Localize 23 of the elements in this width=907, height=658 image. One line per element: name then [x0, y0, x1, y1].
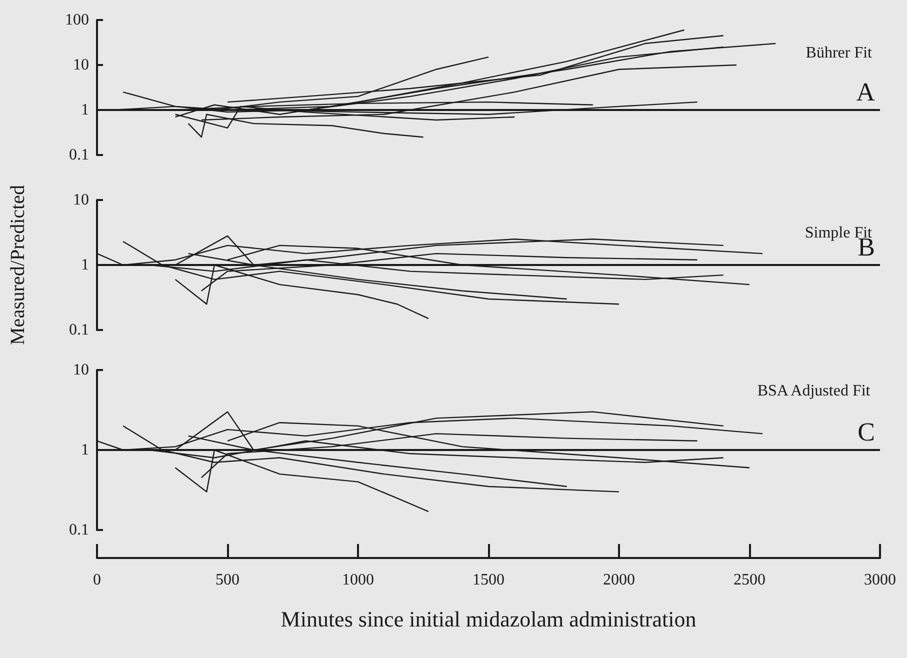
text: BSA Adjusted Fit [757, 382, 871, 400]
y-tick-label: 1 [81, 102, 89, 118]
x-tick-label: 1500 [472, 572, 504, 588]
y-tick-label: 10 [73, 192, 89, 208]
x-tick-label: 500 [216, 572, 240, 588]
ref-line-label: C [858, 418, 875, 446]
y-tick-label: 0.1 [69, 522, 89, 538]
x-tick-label: 0 [93, 572, 101, 588]
y-tick-label: 0.1 [69, 322, 89, 338]
y-axis-title: Measured/Predicted [7, 185, 29, 345]
y-tick-label: 1 [81, 256, 89, 274]
y-tick-label: 10 [73, 362, 89, 378]
y-tick-label: 10 [73, 56, 89, 74]
x-tick-label: 3000 [864, 572, 896, 588]
ref-line-label: A [856, 78, 876, 106]
text: Bührer Fit [806, 44, 873, 62]
x-tick-label: 2500 [734, 572, 766, 588]
x-tick-label: 1000 [342, 572, 374, 588]
y-tick-label: 100 [65, 12, 89, 28]
x-tick-label: 2000 [603, 572, 635, 588]
x-axis-title: Minutes since initial midazolam administration [280, 606, 696, 632]
y-tick-label: 1 [81, 442, 89, 458]
y-tick-label: 0.1 [69, 146, 89, 164]
